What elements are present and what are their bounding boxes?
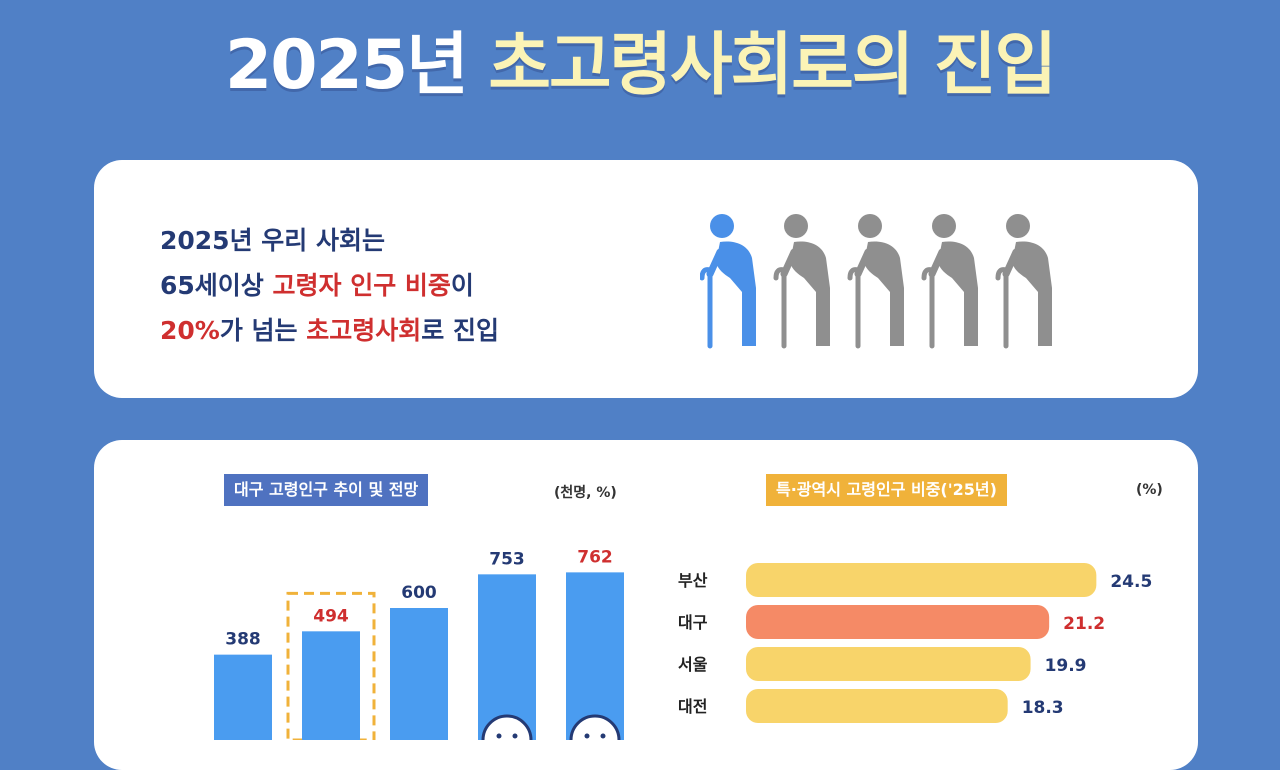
bar	[746, 563, 1097, 597]
bar-value-label: 21.2	[1063, 614, 1105, 634]
title-year: 2025년	[224, 26, 469, 105]
title-highlight: 초고령사회로의 진입	[488, 26, 1057, 105]
category-label: 부산	[678, 571, 708, 590]
summary-emphasis: 20%	[160, 316, 220, 345]
right-chart-title: 특·광역시 고령인구 비중('25년)	[766, 474, 1007, 506]
page-title: 2025년 초고령사회로의 진입	[0, 26, 1280, 106]
bar	[746, 689, 1008, 723]
left-chart-title: 대구 고령인구 추이 및 전망	[224, 474, 429, 506]
elderly-person-icon	[995, 214, 1052, 349]
summary-emphasis: 초고령사회	[306, 316, 422, 345]
bar-value-label: 762	[577, 547, 613, 567]
metro-ratio-bar-chart: 부산 24.5 대구 21.2 서울 19.9 대전 18.3	[678, 563, 1152, 723]
bar	[746, 605, 1050, 639]
bar-value-label: 494	[313, 606, 349, 626]
charts-card: 대구 고령인구 추이 및 전망 (천명, %) 특·광역시 고령인구 비중('2…	[94, 440, 1198, 770]
elderly-person-icon	[773, 214, 830, 349]
bar	[478, 574, 536, 740]
category-label: 대전	[678, 697, 707, 716]
summary-text-segment: 가 넘는	[219, 316, 307, 345]
summary-text: 2025년 우리 사회는 65세이상 고령자 인구 비중이 20%가 넘는 초고…	[160, 218, 499, 353]
bar	[566, 572, 624, 740]
summary-emphasis: 고령자 인구 비중	[272, 271, 451, 300]
bar-value-label: 600	[401, 583, 437, 603]
elderly-figures-illustration	[700, 214, 1052, 349]
summary-line-3: 20%가 넘는 초고령사회로 진입	[160, 308, 499, 353]
bar-value-label: 19.9	[1045, 656, 1087, 676]
bar-value-label: 388	[225, 630, 261, 650]
bar	[746, 647, 1031, 681]
right-chart-unit: (%)	[1136, 482, 1163, 498]
elderly-person-icon	[847, 214, 904, 349]
bar	[302, 631, 360, 740]
category-label: 대구	[678, 613, 708, 632]
summary-text-segment: 65세이상	[160, 271, 273, 300]
bar-value-label: 24.5	[1110, 572, 1152, 592]
summary-text-segment: 이	[450, 271, 474, 300]
summary-card: 2025년 우리 사회는 65세이상 고령자 인구 비중이 20%가 넘는 초고…	[94, 160, 1198, 398]
elderly-population-bar-chart: 388 494 600 753 762	[214, 547, 624, 740]
category-label: 서울	[678, 655, 708, 674]
elderly-person-icon	[921, 214, 978, 349]
bar-value-label: 18.3	[1022, 698, 1064, 718]
elderly-person-icon	[700, 214, 756, 349]
summary-line-1: 2025년 우리 사회는	[160, 226, 385, 255]
bar	[214, 654, 272, 740]
bar	[390, 608, 448, 740]
bar-value-label: 753	[489, 549, 525, 569]
summary-line-2: 65세이상 고령자 인구 비중이	[160, 263, 499, 308]
left-chart-unit: (천명, %)	[554, 485, 617, 501]
summary-text-segment: 로 진입	[421, 316, 499, 345]
